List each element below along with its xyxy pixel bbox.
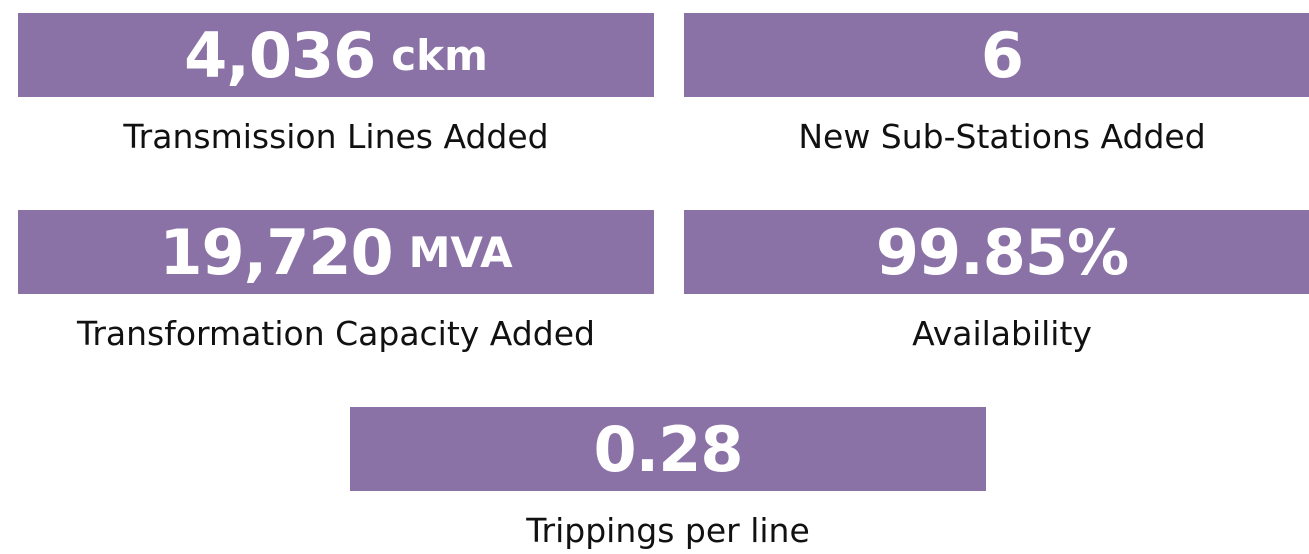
stat-card: 4,036 ckm Transmission Lines Added [18, 13, 654, 156]
stat-value: 99.85% [875, 215, 1129, 289]
stat-box: 99.85% [684, 210, 1309, 294]
stat-value: 4,036 [184, 18, 376, 92]
stat-value: 6 [980, 18, 1024, 92]
stat-box: 6 [684, 13, 1309, 97]
stat-box: 19,720 MVA [18, 210, 654, 294]
stat-unit: MVA [408, 227, 513, 277]
stat-unit: ckm [391, 30, 488, 80]
stat-value: 19,720 [159, 215, 393, 289]
stat-label: Availability [912, 314, 1092, 353]
stat-label: Trippings per line [526, 511, 810, 550]
stat-label: New Sub-Stations Added [798, 117, 1206, 156]
stat-card: 99.85% Availability [684, 210, 1309, 353]
stat-label: Transformation Capacity Added [77, 314, 595, 353]
stat-card: 19,720 MVA Transformation Capacity Added [18, 210, 654, 353]
stat-card: 0.28 Trippings per line [350, 407, 986, 550]
stat-box: 0.28 [350, 407, 986, 491]
stat-card: 6 New Sub-Stations Added [684, 13, 1309, 156]
stat-box: 4,036 ckm [18, 13, 654, 97]
stat-label: Transmission Lines Added [123, 117, 549, 156]
stat-value: 0.28 [593, 412, 744, 486]
